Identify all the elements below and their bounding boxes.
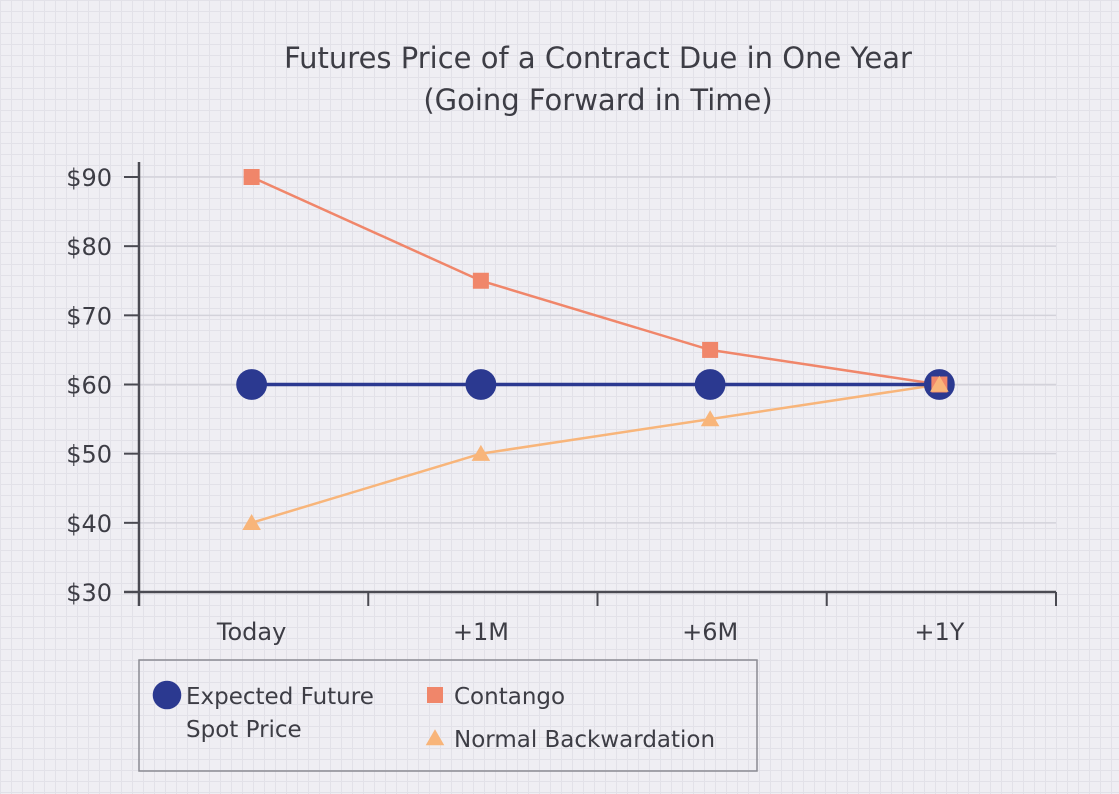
data-point-square: [472, 272, 489, 289]
y-tick-label: $40: [66, 510, 112, 538]
data-point-triangle: [700, 410, 720, 427]
y-tick-label: $70: [66, 302, 112, 330]
legend-label: Expected Future: [186, 684, 374, 710]
series-line-triangle: [251, 383, 940, 525]
legend-label: Spot Price: [186, 717, 302, 743]
chart-title: Futures Price of a Contract Due in One Y…: [284, 41, 912, 75]
y-tick-label: $30: [66, 579, 112, 607]
y-tick-label: $50: [66, 441, 112, 469]
data-point-circle: [465, 369, 497, 400]
data-point-circle: [236, 369, 268, 400]
legend-marker-square: [427, 687, 443, 703]
y-tick-label: $80: [66, 233, 112, 261]
data-point-triangle: [242, 514, 261, 531]
x-tick-label: +1Y: [914, 618, 964, 646]
chart-subtitle: (Going Forward in Time): [423, 83, 772, 117]
x-tick-label: +1M: [453, 618, 509, 646]
data-point-square: [702, 341, 719, 358]
x-tick-label: +6M: [682, 618, 738, 646]
data-point-triangle: [930, 375, 949, 392]
legend-box: [138, 659, 758, 772]
x-tick-label: Today: [216, 618, 286, 646]
data-point-square: [243, 169, 260, 185]
legend-label: Contango: [454, 684, 565, 710]
y-tick-label: $90: [66, 164, 112, 192]
legend-marker-triangle: [425, 729, 445, 746]
data-point-circle: [694, 369, 726, 400]
legend-marker-circle: [152, 680, 182, 710]
data-point-triangle: [471, 444, 491, 461]
y-tick-label: $60: [66, 372, 112, 400]
series-line-square: [251, 175, 940, 386]
legend-label: Normal Backwardation: [454, 727, 715, 753]
